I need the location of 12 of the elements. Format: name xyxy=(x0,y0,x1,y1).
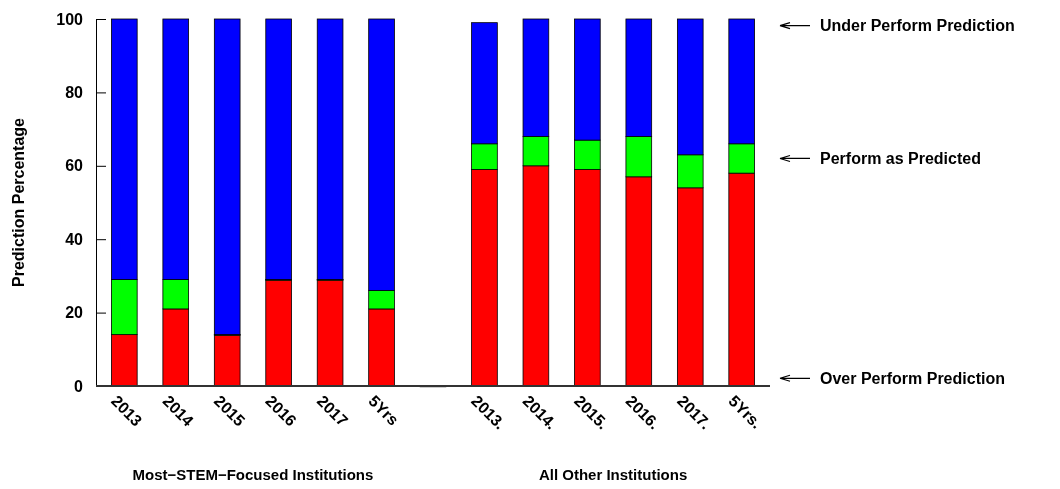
text: Over Perform Prediction xyxy=(820,369,1005,387)
y-tick-label: 40 xyxy=(65,230,84,248)
y-tick-label: 100 xyxy=(56,10,84,28)
y-tick-label: 60 xyxy=(65,157,84,175)
y-tick-label: 20 xyxy=(65,304,84,322)
text: Under Perform Prediction xyxy=(820,17,1015,35)
y-axis-title: Prediction Percentage xyxy=(10,117,27,287)
y-tick-label: 80 xyxy=(65,84,84,102)
text: Most−STEM−Focused Institutions xyxy=(132,466,374,483)
text: All Other Institutions xyxy=(538,466,688,483)
y-tick-label: 0 xyxy=(74,377,84,395)
text: Perform as Predicted xyxy=(820,150,981,168)
